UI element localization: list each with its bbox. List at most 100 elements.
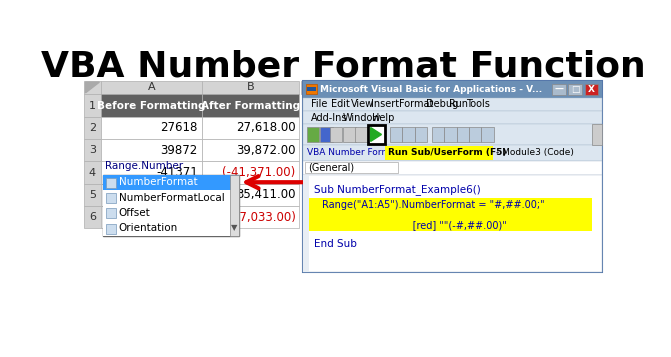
Bar bbox=[101, 95, 202, 117]
Bar bbox=[306, 84, 317, 95]
Bar bbox=[84, 161, 101, 184]
Text: 39872: 39872 bbox=[160, 144, 198, 157]
Bar bbox=[469, 127, 482, 142]
Text: —: — bbox=[554, 85, 564, 94]
Bar bbox=[105, 208, 115, 218]
Bar bbox=[390, 127, 403, 142]
Text: Range.Number: Range.Number bbox=[105, 161, 183, 171]
Bar bbox=[103, 175, 239, 190]
Text: Add-Ins: Add-Ins bbox=[311, 112, 348, 122]
Bar bbox=[202, 81, 299, 95]
Bar bbox=[103, 221, 239, 236]
Bar bbox=[84, 95, 101, 117]
Text: 35,411.00: 35,411.00 bbox=[236, 188, 295, 201]
Bar bbox=[432, 127, 444, 142]
Bar bbox=[303, 161, 602, 175]
Bar bbox=[101, 206, 202, 228]
Text: Insert: Insert bbox=[372, 100, 399, 110]
Text: File: File bbox=[311, 100, 327, 110]
Bar bbox=[344, 127, 356, 142]
Bar bbox=[303, 81, 602, 97]
Text: View: View bbox=[351, 100, 374, 110]
Text: Run: Run bbox=[450, 100, 468, 110]
Text: 3: 3 bbox=[89, 145, 96, 155]
Text: E: E bbox=[483, 82, 491, 92]
Polygon shape bbox=[85, 82, 99, 93]
Bar bbox=[101, 117, 202, 139]
Bar bbox=[84, 139, 101, 161]
Bar bbox=[229, 175, 239, 236]
Bar bbox=[84, 184, 101, 206]
Bar bbox=[403, 127, 415, 142]
Text: A: A bbox=[148, 82, 155, 92]
Text: Debug: Debug bbox=[425, 100, 458, 110]
Bar bbox=[84, 117, 101, 139]
Bar bbox=[303, 175, 309, 272]
Bar bbox=[568, 84, 582, 95]
Bar bbox=[103, 190, 239, 205]
Text: B: B bbox=[247, 82, 254, 92]
Bar bbox=[303, 175, 602, 272]
Text: Before Formatting: Before Formatting bbox=[97, 101, 205, 111]
Text: 2: 2 bbox=[89, 123, 96, 133]
Bar bbox=[368, 125, 384, 144]
Text: Microsoft Visual Basic for Applications - V...: Microsoft Visual Basic for Applications … bbox=[320, 85, 542, 94]
Bar bbox=[303, 145, 602, 161]
Bar bbox=[105, 193, 115, 203]
Text: 27,618.00: 27,618.00 bbox=[236, 121, 295, 135]
Text: Range("A1:A5").NumberFormat = "#,##.00;": Range("A1:A5").NumberFormat = "#,##.00;" bbox=[322, 200, 544, 210]
Bar bbox=[202, 139, 299, 161]
Bar bbox=[552, 84, 566, 95]
Text: [red] ""(-#,##.00)": [red] ""(-#,##.00)" bbox=[322, 220, 507, 230]
Bar bbox=[101, 161, 202, 184]
Polygon shape bbox=[370, 127, 382, 141]
Bar bbox=[307, 87, 316, 91]
Text: (-37,033.00): (-37,033.00) bbox=[223, 211, 295, 224]
Text: (General): (General) bbox=[308, 162, 354, 172]
Bar bbox=[584, 84, 599, 95]
Text: 1: 1 bbox=[89, 101, 96, 111]
Text: 4: 4 bbox=[89, 167, 96, 177]
Bar bbox=[84, 81, 299, 228]
Text: 35411: 35411 bbox=[160, 188, 198, 201]
Bar bbox=[101, 139, 202, 161]
Text: □: □ bbox=[571, 85, 580, 94]
Bar bbox=[415, 127, 427, 142]
Text: C: C bbox=[328, 82, 336, 92]
Bar bbox=[105, 224, 115, 234]
Text: Run Sub/UserForm (F5): Run Sub/UserForm (F5) bbox=[388, 149, 506, 157]
Bar bbox=[444, 127, 457, 142]
Bar bbox=[303, 111, 602, 124]
Text: - Module3 (Code): - Module3 (Code) bbox=[496, 149, 574, 157]
Text: 6: 6 bbox=[89, 212, 96, 222]
Text: 27618: 27618 bbox=[160, 121, 198, 135]
Bar bbox=[301, 81, 363, 95]
Bar bbox=[202, 161, 299, 184]
Bar bbox=[303, 81, 602, 272]
Text: NumberFormat: NumberFormat bbox=[119, 177, 197, 187]
Text: End Sub: End Sub bbox=[314, 239, 357, 249]
Bar bbox=[307, 127, 319, 142]
Bar bbox=[592, 124, 602, 145]
Text: VBA Number Format Function: VBA Number Format Function bbox=[41, 50, 646, 84]
Text: (-41,371.00): (-41,371.00) bbox=[222, 166, 295, 179]
Text: Help: Help bbox=[372, 112, 394, 122]
Bar bbox=[482, 127, 494, 142]
Text: X: X bbox=[588, 85, 595, 94]
Bar bbox=[320, 127, 333, 142]
Bar bbox=[303, 97, 602, 111]
Bar bbox=[202, 206, 299, 228]
Bar bbox=[456, 81, 518, 95]
Bar bbox=[103, 175, 239, 236]
Text: -41371: -41371 bbox=[156, 166, 198, 179]
Bar bbox=[202, 117, 299, 139]
Text: After Formatting: After Formatting bbox=[201, 101, 300, 111]
Bar bbox=[101, 184, 202, 206]
Bar bbox=[101, 81, 202, 95]
Text: Format: Format bbox=[399, 100, 433, 110]
Text: NumberFormatLocal: NumberFormatLocal bbox=[119, 193, 225, 203]
Bar bbox=[202, 95, 299, 117]
Text: Sub NumberFormat_Example6(): Sub NumberFormat_Example6() bbox=[314, 185, 481, 195]
Text: Window: Window bbox=[343, 112, 382, 122]
Text: -37033: -37033 bbox=[156, 211, 198, 224]
